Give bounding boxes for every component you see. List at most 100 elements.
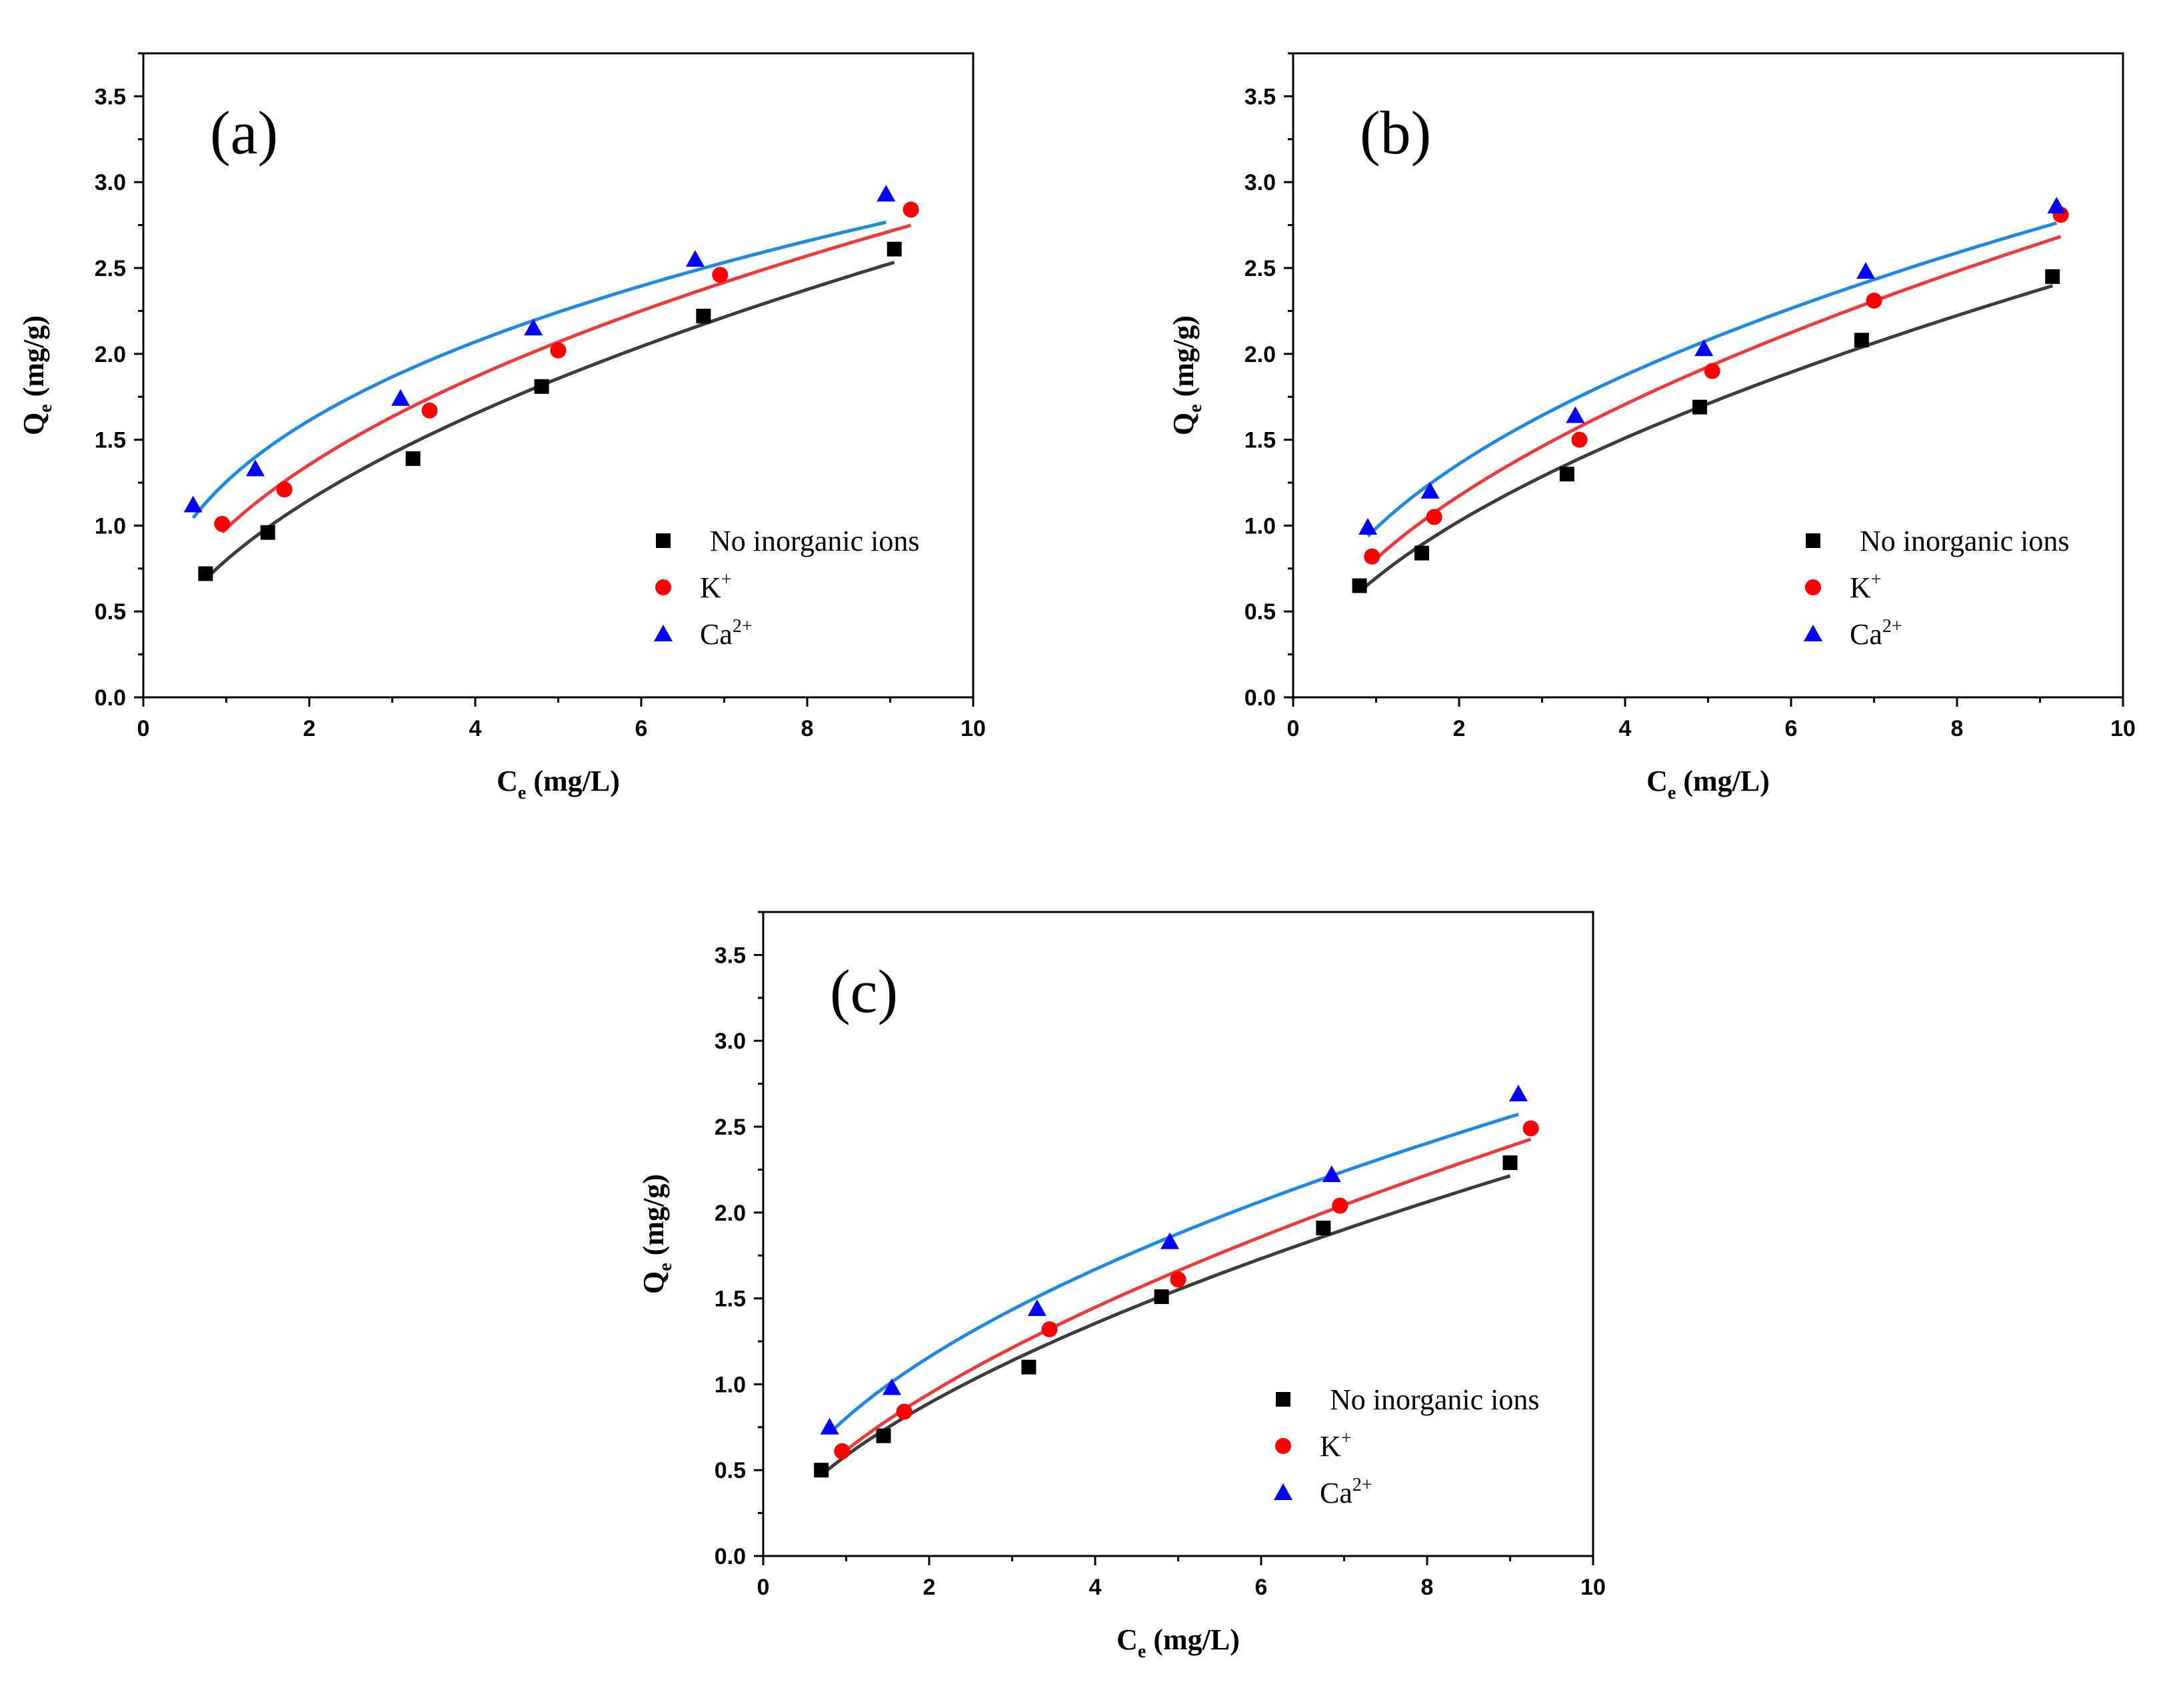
series-1	[814, 1155, 1518, 1478]
legend: No inorganic ions K+ Ca2+	[1804, 525, 2070, 651]
x-tick-label: 8	[801, 716, 814, 741]
data-point-circle	[276, 481, 293, 498]
data-point-square	[1316, 1220, 1331, 1235]
fit-curve	[191, 220, 887, 519]
data-point-square	[198, 566, 213, 581]
y-tick-label: 2.5	[715, 1115, 746, 1140]
legend-label-main: Ca	[1850, 618, 1882, 651]
legend-item-2: K+	[655, 569, 732, 604]
data-point-circle	[1704, 363, 1720, 379]
x-axis-title-main: C	[1646, 765, 1668, 797]
y-tick-label: 3.0	[715, 1029, 746, 1054]
x-tick-label: 0	[757, 1575, 770, 1600]
y-axis-title-unit: (mg/g)	[17, 315, 50, 404]
y-axis-title-main: Q	[1167, 413, 1200, 435]
y-axis-title: Qe (mg/g)	[17, 315, 56, 435]
data-point-triangle	[1566, 406, 1585, 423]
data-point-square	[814, 1463, 829, 1478]
series-1	[198, 241, 902, 581]
y-axis-title-sub: e	[655, 1263, 676, 1271]
legend-label-sup: +	[721, 569, 732, 590]
legend-item-1: No inorganic ions	[1806, 525, 2070, 557]
data-point-triangle	[524, 319, 543, 336]
data-point-circle	[1170, 1271, 1186, 1288]
data-point-triangle	[1508, 1085, 1528, 1102]
data-point-triangle	[820, 1417, 839, 1435]
x-tick-label: 8	[1951, 716, 1964, 741]
y-axis-title-sub: e	[35, 404, 56, 412]
data-point-square	[696, 309, 711, 324]
legend-square-icon	[1806, 533, 1820, 548]
y-tick-label: 3.5	[95, 84, 126, 109]
data-point-triangle	[246, 459, 265, 477]
legend-label-sup: +	[1341, 1428, 1352, 1449]
x-axis-title-unit: (mg/L)	[1676, 765, 1770, 797]
y-tick-label: 3.5	[1244, 84, 1276, 109]
data-point-circle	[1041, 1321, 1058, 1337]
data-point-triangle	[1160, 1232, 1180, 1249]
legend: No inorganic ions K+ Ca2+	[654, 525, 920, 651]
x-tick-label: 6	[1785, 716, 1798, 741]
x-tick-label: 2	[303, 716, 316, 741]
data-point-square	[1502, 1155, 1518, 1171]
x-axis-title: Ce (mg/L)	[497, 765, 620, 803]
y-axis-title-main: Q	[17, 413, 50, 435]
fit-curve	[1366, 221, 2058, 538]
legend-item-1: No inorganic ions	[1276, 1383, 1540, 1416]
x-axis-title-main: C	[1116, 1623, 1138, 1656]
legend-triangle-icon	[1804, 625, 1822, 641]
legend-triangle-icon	[654, 625, 673, 641]
y-tick-label: 1.5	[95, 428, 126, 453]
panel-label: (b)	[1360, 99, 1431, 167]
data-point-triangle	[1027, 1299, 1047, 1317]
legend-label-sup: 2+	[733, 616, 753, 637]
series-2	[834, 1120, 1539, 1459]
y-tick-label: 3.0	[1244, 170, 1276, 195]
y-tick-label: 0.0	[715, 1544, 746, 1569]
y-axis-title-main: Q	[637, 1271, 670, 1294]
data-point-circle	[896, 1403, 913, 1420]
data-point-circle	[550, 342, 567, 359]
chart-panel-1: 0 2 4 6 8 10 0.0 0.5 1.0 1.5 2.0 2.5 3.0 3.5 Ce (mg/L)…	[17, 52, 986, 803]
y-axis-title: Qe (mg/g)	[1167, 315, 1206, 435]
y-tick-label: 0.5	[95, 599, 126, 625]
y-tick-label: 2.5	[1244, 256, 1276, 281]
x-tick-label: 4	[469, 716, 482, 741]
legend-label-main: Ca	[1320, 1477, 1352, 1509]
data-point-square	[534, 379, 549, 394]
data-point-circle	[1522, 1120, 1539, 1137]
data-point-circle	[834, 1443, 851, 1459]
x-tick-label: 4	[1619, 716, 1632, 741]
data-point-triangle	[2047, 197, 2066, 214]
y-tick-label: 2.5	[95, 256, 126, 281]
data-point-square	[887, 241, 902, 257]
data-point-circle	[421, 402, 438, 419]
fit-curve	[1370, 235, 2062, 564]
data-point-triangle	[1322, 1165, 1341, 1183]
data-point-circle	[712, 267, 729, 283]
x-axis-title-main: C	[497, 765, 518, 797]
x-tick-label: 4	[1089, 1575, 1102, 1600]
series-2	[214, 201, 919, 534]
data-point-square	[405, 451, 421, 466]
data-point-square	[1559, 467, 1574, 482]
legend-label-main: No inorganic ions	[1860, 525, 2070, 557]
legend-label-main: No inorganic ions	[1330, 1383, 1540, 1416]
x-axis-title-unit: (mg/L)	[526, 765, 620, 797]
data-point-circle	[214, 515, 231, 532]
data-point-triangle	[391, 389, 410, 406]
y-tick-label: 1.0	[95, 513, 126, 539]
data-point-triangle	[1856, 262, 1876, 279]
data-point-triangle	[685, 250, 705, 267]
legend-label-sup: +	[1871, 569, 1882, 590]
data-point-square	[260, 525, 275, 540]
legend-item-2: K+	[1805, 569, 1882, 604]
y-tick-label: 2.0	[1244, 342, 1276, 367]
series-3	[820, 1085, 1528, 1435]
data-point-triangle	[882, 1378, 901, 1395]
legend-label: No inorganic ions	[1860, 525, 2070, 557]
fit-curve	[204, 261, 895, 581]
series-1	[1352, 269, 2060, 593]
legend-label-sup: 2+	[1352, 1475, 1372, 1495]
